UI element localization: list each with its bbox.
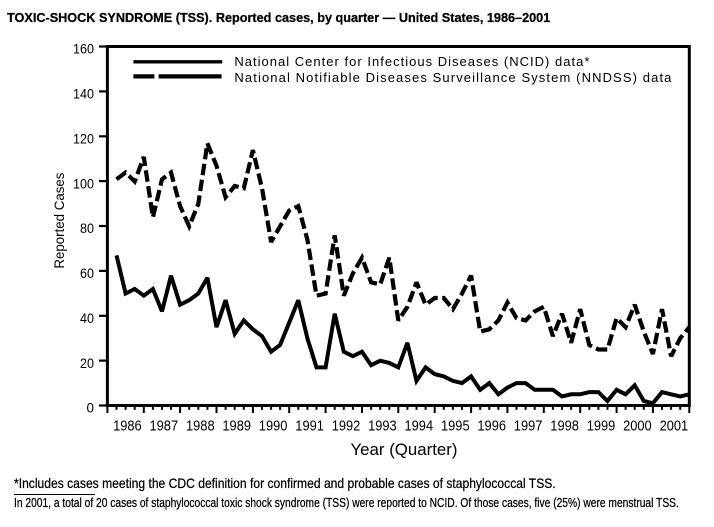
svg-text:1987: 1987	[150, 419, 179, 435]
svg-text:1995: 1995	[441, 419, 470, 435]
svg-text:Year (Quarter): Year (Quarter)	[351, 441, 458, 459]
svg-text:2000: 2000	[623, 419, 652, 435]
svg-text:1999: 1999	[587, 419, 616, 435]
svg-text:20: 20	[80, 356, 94, 371]
svg-text:1989: 1989	[222, 419, 251, 435]
svg-text:National Notifiable Diseases S: National Notifiable Diseases Surveillanc…	[234, 70, 672, 85]
svg-text:National Center for Infectious: National Center for Infectious Diseases …	[234, 54, 589, 69]
svg-text:120: 120	[73, 132, 94, 147]
svg-text:100: 100	[73, 176, 94, 191]
svg-text:1996: 1996	[477, 419, 506, 435]
svg-text:1991: 1991	[295, 419, 324, 435]
svg-text:0: 0	[86, 401, 94, 416]
svg-text:160: 160	[73, 42, 94, 57]
svg-text:1988: 1988	[186, 419, 215, 435]
svg-text:80: 80	[80, 221, 94, 236]
svg-text:1992: 1992	[332, 419, 361, 435]
svg-text:1990: 1990	[259, 419, 288, 435]
svg-text:2001: 2001	[660, 419, 689, 435]
svg-text:1994: 1994	[405, 419, 434, 435]
svg-text:140: 140	[73, 87, 94, 102]
svg-text:1993: 1993	[368, 419, 397, 435]
svg-text:60: 60	[80, 266, 94, 281]
svg-text:Reported Cases: Reported Cases	[52, 173, 67, 269]
svg-text:1998: 1998	[550, 419, 579, 435]
svg-text:40: 40	[80, 311, 94, 326]
svg-text:1986: 1986	[113, 419, 142, 435]
svg-text:1997: 1997	[514, 419, 543, 435]
